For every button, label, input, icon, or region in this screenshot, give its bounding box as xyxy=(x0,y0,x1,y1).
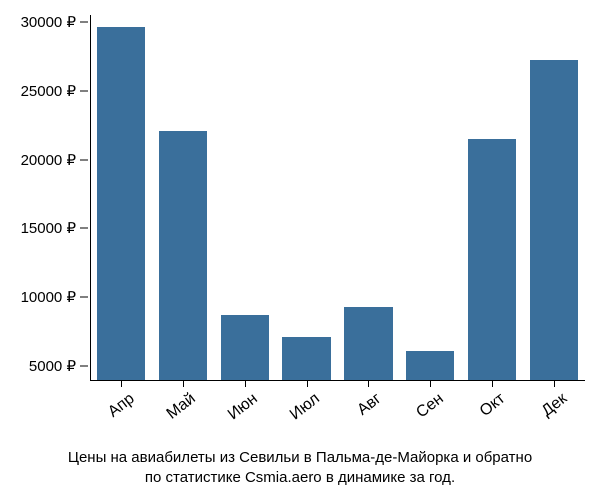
y-tick-mark xyxy=(80,159,88,160)
bar xyxy=(344,307,392,380)
x-tick-label: Сен xyxy=(413,390,447,422)
bar xyxy=(468,139,516,380)
price-chart: 5000 ₽ 10000 ₽ 15000 ₽ 20000 ₽ 25000 ₽ 30000 … xyxy=(0,0,600,500)
y-tick-mark xyxy=(80,228,88,229)
y-tick-mark xyxy=(80,90,88,91)
x-tick-mark xyxy=(121,380,122,387)
x-tick-label: Апр xyxy=(105,390,138,422)
y-tick-mark xyxy=(80,366,88,367)
bars-group xyxy=(90,15,585,380)
x-tick-mark xyxy=(368,380,369,387)
y-tick-label: 20000 ₽ xyxy=(21,151,76,169)
x-tick-mark xyxy=(307,380,308,387)
y-axis: 5000 ₽ 10000 ₽ 15000 ₽ 20000 ₽ 25000 ₽ 30000 … xyxy=(0,15,88,380)
bar xyxy=(221,315,269,380)
y-tick-label: 30000 ₽ xyxy=(21,13,76,31)
x-axis-line xyxy=(90,380,585,381)
y-tick-mark xyxy=(80,297,88,298)
x-tick-label: Июн xyxy=(225,390,262,424)
plot-area xyxy=(90,15,585,380)
y-tick-label: 15000 ₽ xyxy=(21,219,76,237)
x-tick-label: Дек xyxy=(539,390,571,421)
bar xyxy=(530,60,578,380)
y-tick-label: 5000 ₽ xyxy=(29,357,76,375)
x-tick-mark xyxy=(430,380,431,387)
chart-caption-line1: Цены на авиабилеты из Севильи в Пальма-д… xyxy=(0,448,600,468)
y-tick-label: 25000 ₽ xyxy=(21,82,76,100)
y-tick-label: 10000 ₽ xyxy=(21,288,76,306)
bar xyxy=(159,131,207,380)
x-tick-label: Авг xyxy=(355,390,386,420)
x-tick-mark xyxy=(492,380,493,387)
chart-caption-line2: по статистике Csmia.aero в динамике за г… xyxy=(0,468,600,488)
bar xyxy=(97,27,145,380)
x-axis-labels: Апр Май Июн Июл Авг Сен Окт Дек xyxy=(90,388,585,443)
x-tick-mark xyxy=(183,380,184,387)
x-tick-label: Май xyxy=(164,390,200,423)
x-tick-mark xyxy=(554,380,555,387)
bar xyxy=(406,351,454,380)
x-tick-label: Окт xyxy=(477,390,509,421)
y-tick-mark xyxy=(80,21,88,22)
x-tick-mark xyxy=(245,380,246,387)
bar xyxy=(282,337,330,380)
x-tick-label: Июл xyxy=(287,390,324,424)
